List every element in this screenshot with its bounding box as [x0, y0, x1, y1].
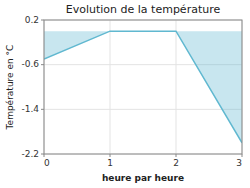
x-tick [110, 154, 111, 157]
x-tick-label: 3 [236, 158, 242, 168]
x-tick [176, 154, 177, 157]
x-tick-label: 1 [107, 158, 113, 168]
y-tick-label: -1.4 [21, 104, 39, 114]
x-tick [44, 154, 45, 157]
y-tick [41, 20, 44, 21]
x-axis-label: heure par heure [102, 173, 184, 183]
y-tick [41, 64, 44, 65]
grid-line-y [44, 109, 242, 110]
plot-frame [44, 20, 242, 154]
chart-container: 0.2 -0.6 -1.4 -2.2 0 1 2 3 Evolution de la tempé… [0, 0, 250, 188]
y-tick-label: -2.2 [21, 149, 39, 159]
x-tick [242, 154, 243, 157]
grid-line-x [176, 20, 177, 154]
y-tick-label: -0.6 [21, 59, 39, 69]
y-axis-label: Température en °C [5, 45, 15, 131]
x-tick-label: 2 [173, 158, 179, 168]
data-layer [44, 31, 242, 143]
title: Evolution de la température [66, 3, 221, 16]
area [44, 31, 242, 143]
x-tick-label: 0 [44, 158, 50, 168]
y-tick-label: 0.2 [25, 15, 39, 25]
grid [44, 20, 242, 154]
axes: 0.2 -0.6 -1.4 -2.2 0 1 2 3 [21, 15, 242, 169]
chart-svg: 0.2 -0.6 -1.4 -2.2 0 1 2 3 Evolution de la tempé… [0, 0, 250, 188]
y-tick [41, 109, 44, 110]
grid-line-x [110, 20, 111, 154]
line [44, 31, 242, 143]
